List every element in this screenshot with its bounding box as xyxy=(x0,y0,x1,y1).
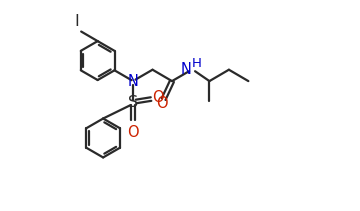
Text: I: I xyxy=(74,14,79,28)
Text: O: O xyxy=(127,124,139,139)
Text: H: H xyxy=(192,57,201,70)
Text: S: S xyxy=(128,95,138,110)
Text: O: O xyxy=(157,96,168,111)
Text: N: N xyxy=(181,62,192,77)
Text: O: O xyxy=(153,90,164,105)
Text: N: N xyxy=(128,74,139,89)
